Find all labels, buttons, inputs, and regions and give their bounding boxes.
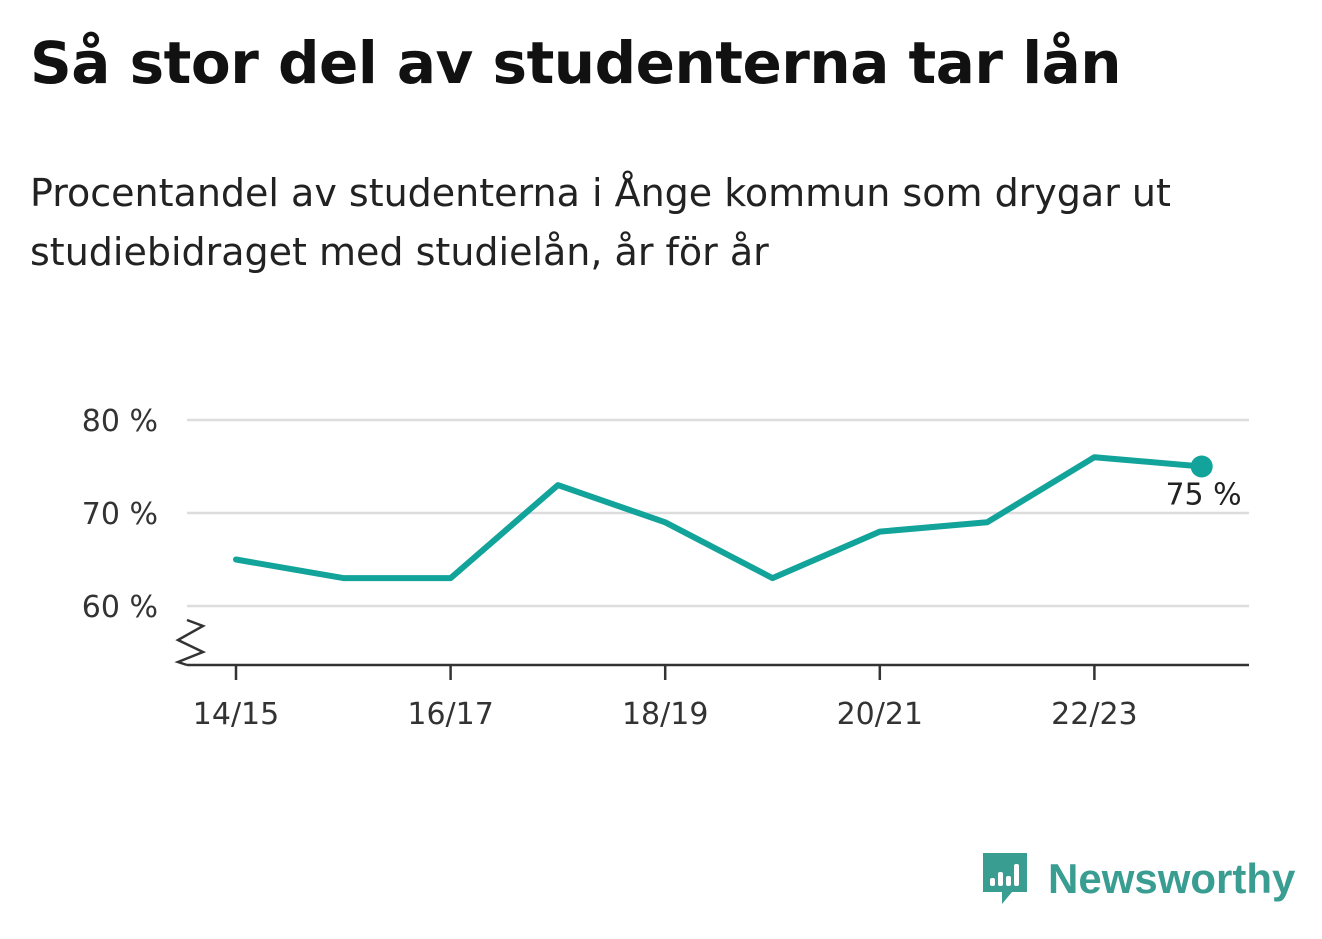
chart-title: Så stor del av studenterna tar lån: [30, 29, 1122, 97]
brand-name: Newsworthy: [1048, 855, 1296, 902]
x-tick-label: 14/15: [193, 697, 279, 732]
grid-lines: [187, 418, 1249, 608]
series-line: [233, 454, 1205, 582]
last-value-label: 75 %: [1165, 478, 1241, 513]
brand-logo: Newsworthy: [980, 850, 1295, 908]
x-axis-ticks: 14/15 16/17 18/19 20/21 22/23: [193, 665, 1138, 732]
last-data-point: [1190, 455, 1213, 478]
y-tick-label: 60 %: [82, 590, 158, 625]
x-tick-label: 16/17: [407, 697, 493, 732]
newsworthy-logo-icon: [983, 853, 1027, 904]
x-tick-label: 18/19: [622, 697, 708, 732]
axis-break-icon: [174, 618, 207, 667]
y-tick-label: 70 %: [82, 497, 158, 532]
x-tick-label: 22/23: [1051, 697, 1137, 732]
y-axis-labels: 60 % 70 % 80 %: [82, 404, 158, 625]
y-tick-label: 80 %: [82, 404, 158, 439]
chart-subtitle: Procentandel av studenterna i Ånge kommu…: [30, 171, 1171, 274]
x-tick-label: 20/21: [837, 697, 923, 732]
